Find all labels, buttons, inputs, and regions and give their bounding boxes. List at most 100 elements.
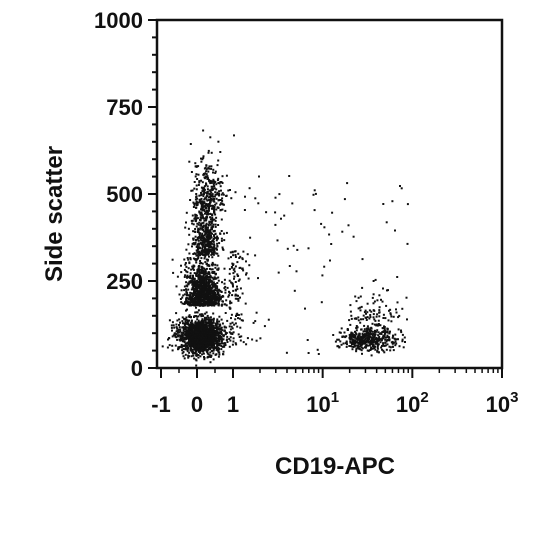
event-dot <box>214 338 217 340</box>
event-dot <box>195 249 198 252</box>
event-dot <box>374 348 377 351</box>
event-dot <box>362 318 365 321</box>
event-dot <box>205 279 208 282</box>
event-dot <box>202 129 205 132</box>
event-dot <box>183 293 186 296</box>
event-dot <box>204 243 207 246</box>
event-dot <box>374 319 377 322</box>
event-dot <box>278 193 281 196</box>
event-dot <box>213 283 216 286</box>
event-dot <box>213 301 216 304</box>
event-dot <box>207 353 210 356</box>
event-dot <box>376 347 379 350</box>
event-dot <box>194 198 197 201</box>
event-dot <box>217 343 220 346</box>
event-dot <box>195 315 197 317</box>
event-dot <box>205 290 208 293</box>
event-dot <box>219 181 222 183</box>
event-dot <box>212 284 215 287</box>
event-dot <box>215 183 218 186</box>
event-dot <box>189 272 192 275</box>
event-dot <box>368 309 371 312</box>
event-dot <box>373 336 376 338</box>
event-dot <box>248 187 251 190</box>
event-dot <box>369 343 372 345</box>
event-dot <box>186 332 189 335</box>
event-dot <box>382 342 385 345</box>
event-dot <box>214 223 217 226</box>
event-dot <box>348 345 351 347</box>
event-dot <box>339 340 342 343</box>
event-dot <box>200 257 203 260</box>
event-dot <box>197 243 199 246</box>
event-dot <box>378 294 381 297</box>
event-dot <box>211 187 214 190</box>
event-dot <box>208 231 211 234</box>
event-dot <box>400 329 402 332</box>
event-dot <box>379 324 382 327</box>
event-dot <box>197 184 200 186</box>
event-dot <box>223 334 225 337</box>
event-dot <box>210 250 213 253</box>
event-dot <box>196 279 198 282</box>
event-dot <box>370 329 373 332</box>
event-dot <box>355 337 358 340</box>
event-dot <box>189 143 192 145</box>
event-dot <box>195 285 198 287</box>
event-dot <box>190 322 193 325</box>
event-dot <box>213 206 216 209</box>
event-dot <box>383 328 386 330</box>
event-dot <box>213 290 216 293</box>
event-dot <box>209 318 212 321</box>
event-dot <box>222 203 225 206</box>
event-dot <box>201 228 204 231</box>
event-dot <box>210 236 213 239</box>
event-dot <box>205 294 208 297</box>
event-dot <box>241 258 244 261</box>
event-dot <box>210 323 213 326</box>
event-dot <box>199 213 202 216</box>
event-dot <box>199 224 202 227</box>
event-dot <box>221 199 224 202</box>
event-dot <box>176 319 179 322</box>
event-dot <box>240 335 243 338</box>
event-dot <box>197 349 200 351</box>
event-dot <box>206 332 209 335</box>
event-dot <box>194 258 197 260</box>
event-dot <box>213 209 216 212</box>
event-dot <box>207 245 210 248</box>
event-dot <box>206 275 208 278</box>
event-dot <box>180 339 183 342</box>
event-dot <box>351 345 354 348</box>
event-dot <box>192 253 195 255</box>
event-dot <box>217 294 220 297</box>
event-dot <box>361 339 364 342</box>
event-dot <box>209 223 212 226</box>
event-dot <box>205 222 208 225</box>
event-dot <box>192 344 195 347</box>
event-dot <box>192 283 195 286</box>
event-dot <box>330 243 333 245</box>
event-dot <box>212 338 215 340</box>
event-dot <box>168 319 171 322</box>
event-dot <box>218 315 221 318</box>
event-dot <box>209 237 211 240</box>
event-dot <box>394 333 397 336</box>
event-dot <box>209 319 212 322</box>
event-dot <box>183 328 186 331</box>
event-dot <box>184 320 187 323</box>
event-dot <box>378 335 381 338</box>
event-dot <box>216 334 219 337</box>
event-dot <box>237 252 240 255</box>
event-dot <box>181 335 184 338</box>
event-dot <box>212 352 215 355</box>
event-dot <box>205 228 208 231</box>
event-dot <box>238 336 241 338</box>
event-dot <box>182 336 185 339</box>
event-dot <box>198 333 201 336</box>
event-dot <box>211 216 214 219</box>
event-dot <box>197 331 199 334</box>
event-dot <box>293 289 296 292</box>
event-dot <box>200 266 203 269</box>
event-dot <box>205 173 208 176</box>
